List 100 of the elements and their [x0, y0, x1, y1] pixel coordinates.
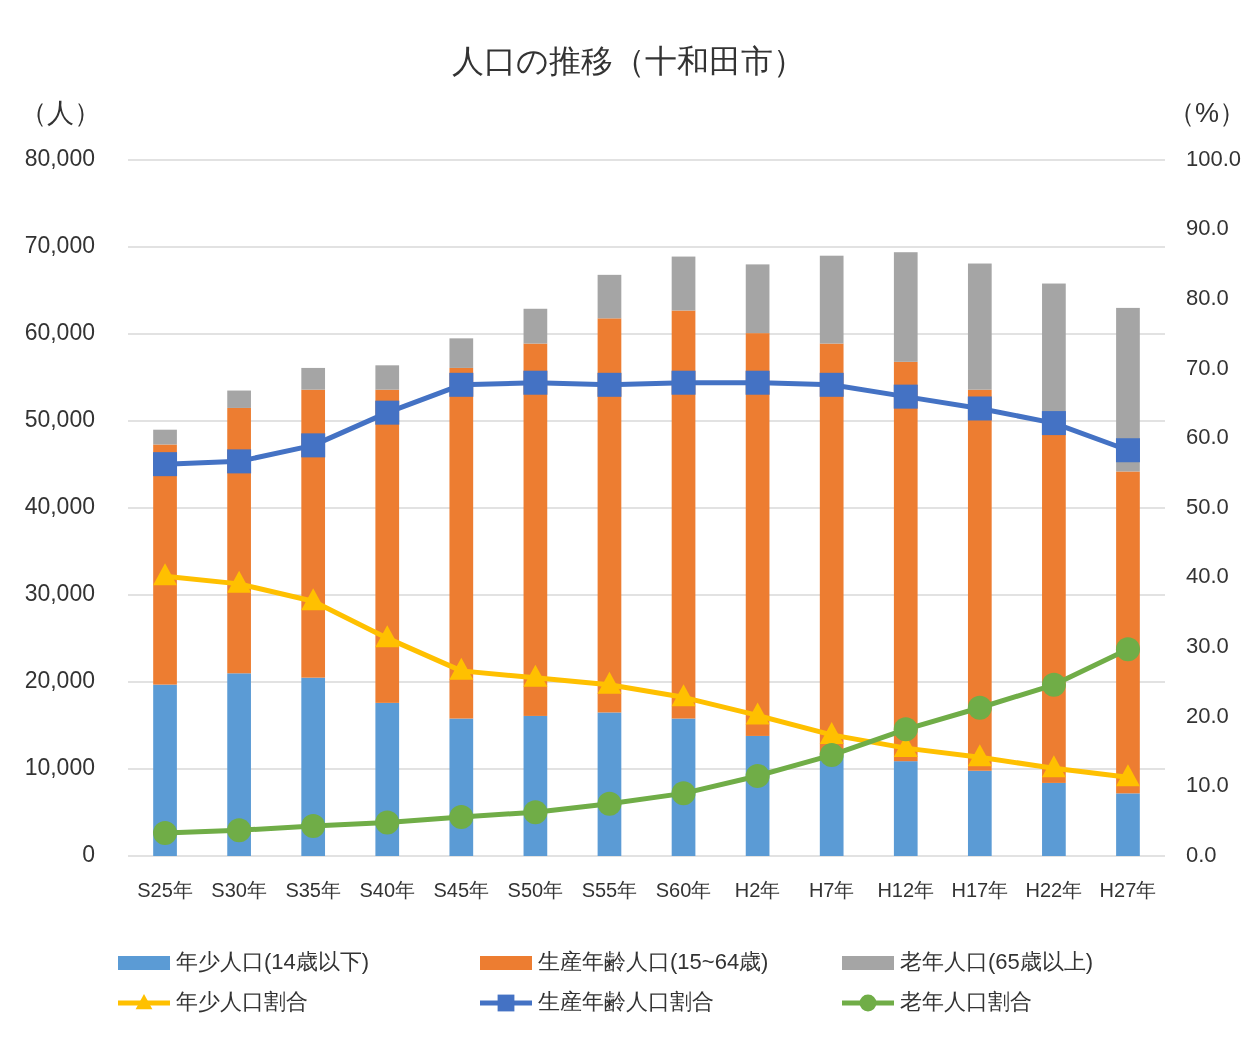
bar	[1042, 782, 1066, 856]
ytick: 30,000	[24, 580, 95, 607]
xtick: S55年	[581, 879, 638, 902]
bar	[967, 770, 992, 856]
bar	[153, 429, 177, 445]
point	[671, 781, 696, 806]
ytick: 10,000	[24, 754, 95, 781]
point	[301, 588, 326, 611]
ytick: 40,000	[24, 493, 95, 520]
bar	[819, 255, 844, 344]
bar	[523, 308, 548, 344]
bar	[1116, 793, 1140, 856]
point	[893, 384, 918, 409]
point	[671, 684, 696, 707]
point	[967, 695, 992, 720]
point	[745, 370, 770, 395]
point	[449, 805, 474, 830]
point	[893, 717, 918, 742]
legend-label: 生産年齢人口(15~64歳)	[538, 948, 769, 974]
point	[375, 400, 400, 425]
point	[227, 818, 252, 843]
xtick: H17年	[951, 879, 1009, 902]
point	[1041, 755, 1066, 778]
bar	[597, 274, 622, 319]
xtick: H12年	[877, 879, 935, 902]
xtick: S60年	[655, 879, 712, 902]
y2tick: 60.0	[1186, 424, 1229, 450]
point	[523, 800, 548, 825]
point	[523, 370, 548, 395]
bar	[745, 333, 770, 736]
xtick: S40年	[359, 879, 416, 902]
bar	[1116, 471, 1140, 794]
ytick: 70,000	[24, 232, 95, 259]
point	[1041, 411, 1066, 436]
bar	[227, 390, 251, 408]
point	[523, 664, 548, 687]
bar	[301, 367, 326, 390]
point	[745, 763, 770, 788]
y2tick: 30.0	[1186, 633, 1229, 658]
xtick: H7年	[808, 879, 855, 902]
bar	[449, 367, 474, 719]
point	[671, 370, 696, 395]
y2tick: 70.0	[1186, 354, 1229, 380]
point	[819, 743, 844, 768]
point	[153, 563, 178, 586]
y2tick: 10.0	[1186, 772, 1229, 798]
bar	[449, 338, 474, 368]
y2tick: 80.0	[1186, 285, 1229, 310]
point	[227, 570, 252, 593]
ylabel: （人）	[19, 98, 101, 129]
point	[1115, 438, 1140, 463]
ytick: 60,000	[24, 319, 95, 346]
bar	[597, 318, 622, 713]
ytick: 50,000	[24, 406, 95, 433]
point	[227, 449, 252, 474]
legend-label: 年少人口割合	[176, 988, 308, 1014]
bar	[893, 252, 918, 362]
bar	[967, 263, 992, 390]
legend-label: 年少人口(14歳以下)	[176, 948, 370, 974]
bar	[893, 761, 918, 856]
point	[301, 433, 326, 458]
bar	[745, 264, 770, 334]
point	[375, 810, 400, 835]
ytick: 80,000	[24, 145, 95, 172]
xtick: S25年	[137, 879, 193, 902]
point	[967, 396, 992, 421]
legend-label: 老年人口割合	[900, 988, 1032, 1014]
y2tick: 40.0	[1186, 563, 1229, 589]
point	[153, 452, 178, 477]
point	[597, 372, 622, 397]
y2tick: 50.0	[1186, 493, 1229, 519]
legend-label: 生産年齢人口割合	[538, 988, 714, 1014]
y2tick: 0.0	[1186, 841, 1217, 867]
y2tick: 100.0	[1186, 145, 1242, 171]
bar	[819, 755, 844, 856]
xtick: H2年	[734, 879, 781, 902]
point	[153, 821, 178, 846]
legend-label: 老年人口(65歳以上)	[900, 948, 1094, 974]
xtick: S45年	[433, 879, 490, 902]
y2tick: 20.0	[1186, 702, 1229, 728]
bar	[671, 310, 696, 719]
point	[819, 372, 844, 397]
point	[597, 791, 622, 816]
point	[1115, 764, 1140, 787]
point	[745, 702, 770, 725]
point	[967, 744, 992, 767]
ytick: 20,000	[24, 667, 95, 694]
xtick: S30年	[211, 879, 267, 902]
xtick: H22年	[1025, 879, 1083, 902]
xtick: S50年	[507, 879, 564, 902]
xtick: H27年	[1099, 879, 1157, 902]
point	[597, 671, 622, 694]
ytick: 0	[82, 841, 95, 868]
bar	[375, 365, 400, 390]
point	[449, 372, 474, 397]
y2label: （%）	[1168, 98, 1246, 129]
point	[375, 625, 400, 648]
bar	[671, 256, 696, 311]
point	[301, 814, 326, 839]
point	[819, 721, 844, 744]
